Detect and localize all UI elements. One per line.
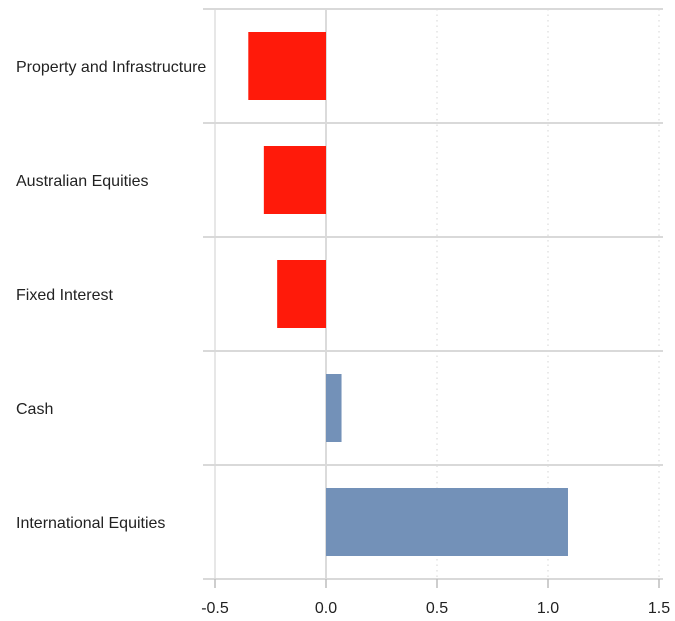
bar-australian-equities [263,146,326,214]
category-label: Australian Equities [16,173,149,190]
bar-cash [326,374,342,442]
category-labels: Property and Infrastructure Australian Eq… [16,59,206,532]
category-label: International Equities [16,515,165,532]
category-label: Cash [16,401,53,418]
bar-international-equities [326,488,568,556]
tick-label: -0.5 [201,600,229,617]
x-axis-ticks: -0.5 0.0 0.5 1.0 1.5 [201,579,670,617]
tick-label: 1.0 [537,600,559,617]
category-label: Fixed Interest [16,287,113,304]
bar-property-and-infrastructure [248,32,326,100]
category-label: Property and Infrastructure [16,59,206,76]
row-separators [203,8,663,580]
bar-fixed-interest [277,260,326,328]
tick-label: 0.5 [426,600,448,617]
tick-label: 0.0 [315,600,337,617]
tick-label: 1.5 [648,600,670,617]
bar-layer [248,32,568,556]
